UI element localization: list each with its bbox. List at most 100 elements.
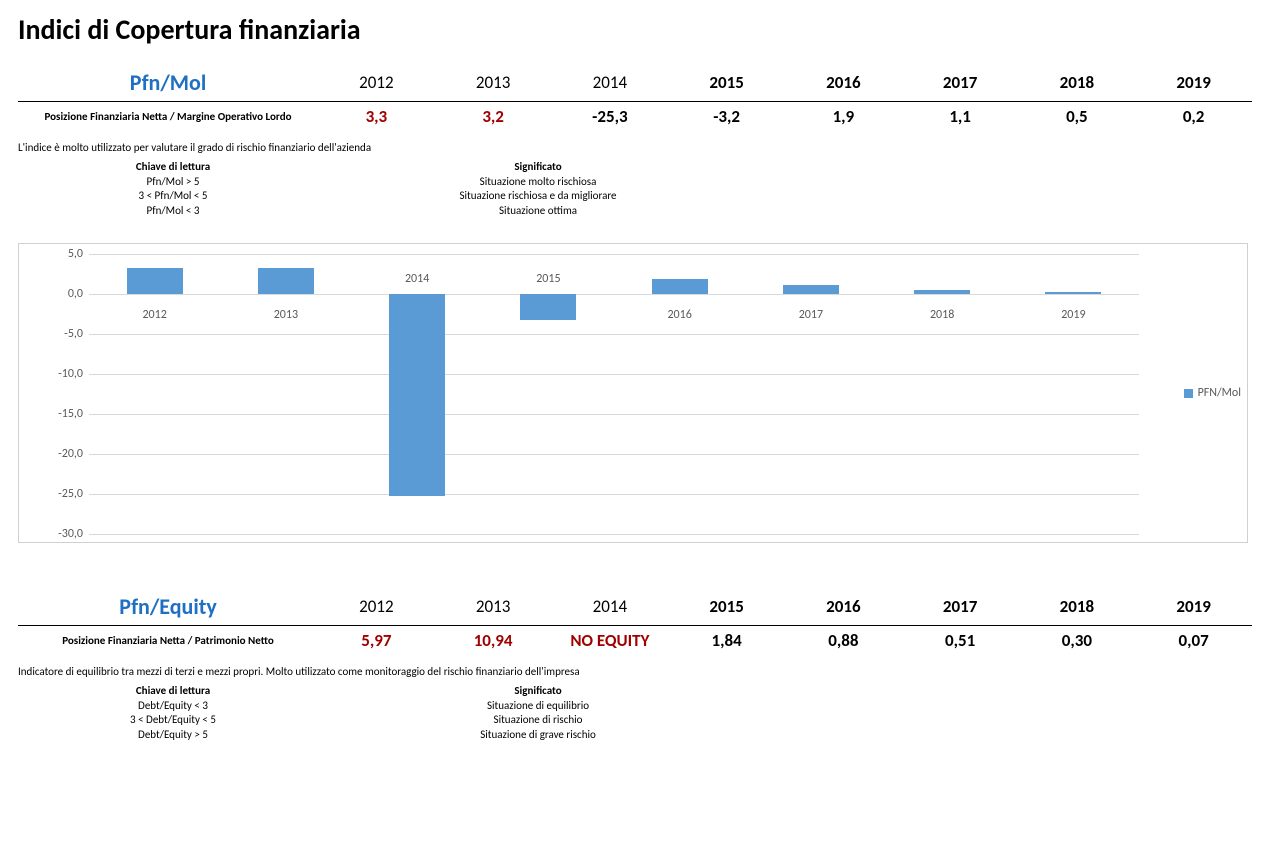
chart-category-label: 2016 xyxy=(667,308,691,322)
metric2-legend: Chiave di lettura Debt/Equity < 33 < Deb… xyxy=(18,684,1252,744)
legend-key: Debt/Equity > 5 xyxy=(18,728,328,743)
metric1-legend-key-title: Chiave di lettura xyxy=(18,160,328,173)
metric-value: -25,3 xyxy=(552,101,669,131)
chart-legend-swatch xyxy=(1184,389,1193,398)
year-header: 2019 xyxy=(1135,589,1252,624)
metric1-table: Pfn/Mol 20122013201420152016201720182019… xyxy=(18,65,1252,131)
metric1-value-row: Posizione Finanziaria Netta / Margine Op… xyxy=(18,101,1252,131)
chart-legend: PFN/Mol xyxy=(1184,386,1241,400)
pfnmol-chart: 5,0 0,0 -5,0 -10,0 -15,0 -20,0 -25,0 -30,0 2012 2… xyxy=(18,243,1248,543)
metric1-name: Pfn/Mol xyxy=(18,65,318,100)
chart-category-label: 2015 xyxy=(536,272,560,286)
chart-bar xyxy=(520,294,576,320)
metric2-desc: Posizione Finanziaria Netta / Patrimonio… xyxy=(18,625,318,655)
year-header: 2014 xyxy=(552,589,669,624)
chart-gridline xyxy=(89,334,1139,335)
year-header: 2017 xyxy=(902,65,1019,100)
metric2-legend-meaning-title: Significato xyxy=(328,684,748,697)
year-header: 2015 xyxy=(668,65,785,100)
legend-meaning: Situazione ottima xyxy=(328,204,748,219)
metric1-header-row: Pfn/Mol 20122013201420152016201720182019 xyxy=(18,65,1252,100)
chart-category-label: 2018 xyxy=(930,308,954,322)
chart-y-label: -20,0 xyxy=(41,447,83,461)
year-header: 2013 xyxy=(435,589,552,624)
chart-y-label: -10,0 xyxy=(41,367,83,381)
chart-gridline xyxy=(89,454,1139,455)
metric-value: 0,30 xyxy=(1019,625,1136,655)
chart-category-label: 2012 xyxy=(142,308,166,322)
metric-value: 1,1 xyxy=(902,101,1019,131)
metric-value: NO EQUITY xyxy=(552,625,669,655)
legend-meaning: Situazione di grave rischio xyxy=(328,728,748,743)
metric2-note: Indicatore di equilibrio tra mezzi di te… xyxy=(18,665,1252,678)
metric2-legend-keys: Chiave di lettura Debt/Equity < 33 < Deb… xyxy=(18,684,328,744)
page-title: Indici di Copertura finanziaria xyxy=(18,12,1252,47)
metric1-legend-meanings: Significato Situazione molto rischiosaSi… xyxy=(328,160,748,220)
chart-y-label: 5,0 xyxy=(41,247,83,261)
metric-value: 3,2 xyxy=(435,101,552,131)
metric1-note: L'indice è molto utilizzato per valutare… xyxy=(18,141,1252,154)
year-header: 2012 xyxy=(318,589,435,624)
chart-gridline xyxy=(89,374,1139,375)
metric-value: -3,2 xyxy=(668,101,785,131)
year-header: 2016 xyxy=(785,65,902,100)
legend-meaning: Situazione rischiosa e da migliorare xyxy=(328,189,748,204)
metric2-name: Pfn/Equity xyxy=(18,589,318,624)
chart-bar xyxy=(1045,292,1101,294)
metric2-legend-key-title: Chiave di lettura xyxy=(18,684,328,697)
year-header: 2019 xyxy=(1135,65,1252,100)
metric-value: 1,84 xyxy=(668,625,785,655)
legend-meaning: Situazione molto rischiosa xyxy=(328,175,748,190)
chart-bar xyxy=(652,279,708,294)
metric-value: 5,97 xyxy=(318,625,435,655)
metric2-legend-meanings: Significato Situazione di equilibrioSitu… xyxy=(328,684,748,744)
chart-gridline xyxy=(89,534,1139,535)
metric2-header-row: Pfn/Equity 20122013201420152016201720182… xyxy=(18,589,1252,624)
chart-bar xyxy=(914,290,970,294)
year-header: 2014 xyxy=(552,65,669,100)
chart-y-label: -5,0 xyxy=(41,327,83,341)
metric1-block: Pfn/Mol 20122013201420152016201720182019… xyxy=(18,65,1252,131)
chart-gridline xyxy=(89,414,1139,415)
metric1-desc: Posizione Finanziaria Netta / Margine Op… xyxy=(18,101,318,131)
chart-gridline xyxy=(89,254,1139,255)
metric2-table: Pfn/Equity 20122013201420152016201720182… xyxy=(18,589,1252,655)
chart-category-label: 2014 xyxy=(405,272,429,286)
chart-legend-label: PFN/Mol xyxy=(1198,386,1241,400)
chart-category-label: 2019 xyxy=(1061,308,1085,322)
metric-value: 0,51 xyxy=(902,625,1019,655)
metric1-legend-keys: Chiave di lettura Pfn/Mol > 53 < Pfn/Mol… xyxy=(18,160,328,220)
metric1-legend-meaning-title: Significato xyxy=(328,160,748,173)
chart-category-label: 2013 xyxy=(274,308,298,322)
year-header: 2015 xyxy=(668,589,785,624)
chart-y-label: -25,0 xyxy=(41,487,83,501)
year-header: 2018 xyxy=(1019,589,1136,624)
metric2-block: Pfn/Equity 20122013201420152016201720182… xyxy=(18,589,1252,655)
legend-meaning: Situazione di rischio xyxy=(328,713,748,728)
metric-value: 0,07 xyxy=(1135,625,1252,655)
chart-gridline xyxy=(89,294,1139,295)
chart-plot-area: 5,00,0-5,0-10,0-15,0-20,0-25,0-30,020122… xyxy=(89,254,1139,532)
chart-bar xyxy=(258,268,314,294)
year-header: 2017 xyxy=(902,589,1019,624)
legend-key: Pfn/Mol < 3 xyxy=(18,204,328,219)
year-header: 2013 xyxy=(435,65,552,100)
metric-value: 10,94 xyxy=(435,625,552,655)
metric-value: 0,5 xyxy=(1019,101,1136,131)
chart-category-label: 2017 xyxy=(799,308,823,322)
year-header: 2018 xyxy=(1019,65,1136,100)
year-header: 2016 xyxy=(785,589,902,624)
metric1-legend: Chiave di lettura Pfn/Mol > 53 < Pfn/Mol… xyxy=(18,160,1252,220)
legend-meaning: Situazione di equilibrio xyxy=(328,699,748,714)
chart-y-label: 0,0 xyxy=(41,287,83,301)
legend-key: 3 < Debt/Equity < 5 xyxy=(18,713,328,728)
chart-y-label: -30,0 xyxy=(41,527,83,541)
metric-value: 3,3 xyxy=(318,101,435,131)
chart-bar xyxy=(783,285,839,294)
chart-y-label: -15,0 xyxy=(41,407,83,421)
metric2-value-row: Posizione Finanziaria Netta / Patrimonio… xyxy=(18,625,1252,655)
legend-key: 3 < Pfn/Mol < 5 xyxy=(18,189,328,204)
chart-gridline xyxy=(89,494,1139,495)
metric-value: 0,2 xyxy=(1135,101,1252,131)
metric-value: 1,9 xyxy=(785,101,902,131)
